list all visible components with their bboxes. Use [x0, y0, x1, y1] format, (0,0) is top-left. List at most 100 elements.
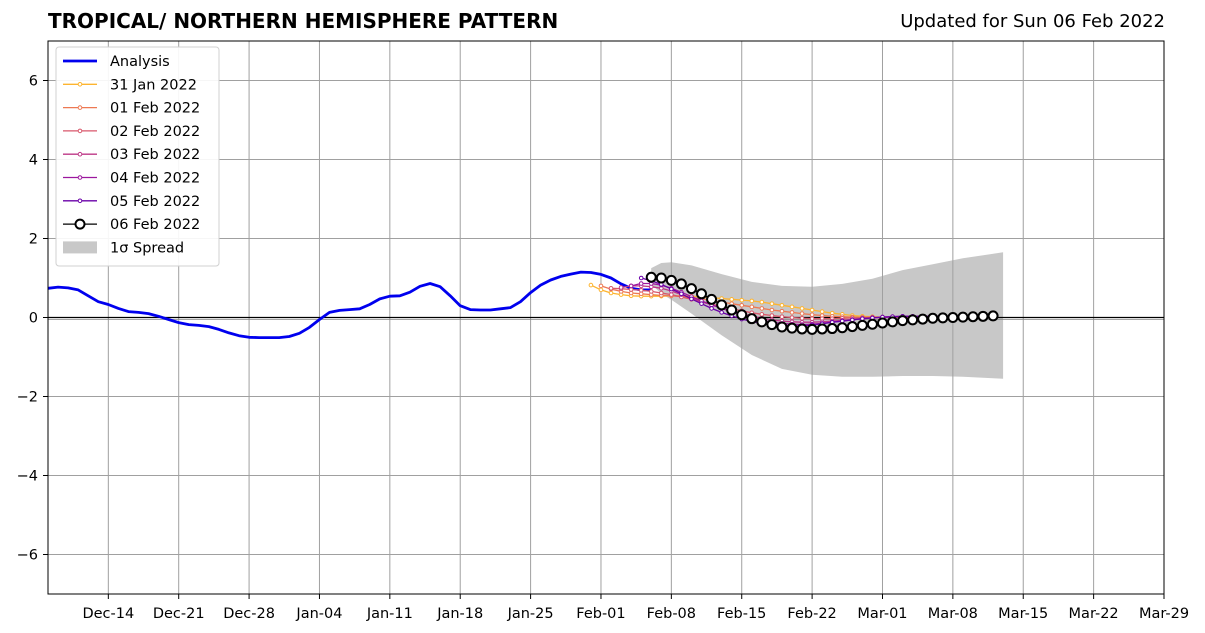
legend-swatch-marker: [77, 128, 83, 134]
forecast-point: [789, 304, 795, 310]
forecast-point: [977, 310, 989, 322]
forecast-point: [675, 278, 687, 290]
y-tick-label: 6: [29, 74, 38, 90]
legend-swatch-marker: [74, 218, 86, 230]
forecast-point: [866, 318, 878, 330]
forecast-point: [819, 309, 825, 314]
forecast-point: [809, 312, 815, 318]
legend-swatch-marker: [77, 175, 83, 180]
forecast-point: [876, 317, 888, 329]
forecast-point: [749, 304, 755, 310]
x-tick-label: Dec-28: [223, 606, 275, 622]
forecast-point: [638, 275, 644, 281]
series-layer: [47, 270, 999, 340]
forecast-point: [796, 323, 808, 335]
legend-label: 05 Feb 2022: [110, 194, 200, 210]
y-tick-label: −6: [17, 548, 38, 564]
forecast-point: [716, 299, 728, 311]
forecast-point: [638, 281, 644, 286]
legend-label: 04 Feb 2022: [110, 171, 200, 187]
legend-box: [55, 46, 220, 267]
x-tick-label: Jan-11: [366, 606, 413, 622]
forecast-point: [638, 287, 644, 293]
forecast-point: [836, 322, 848, 334]
forecast-point: [739, 297, 745, 303]
x-tick-label: Dec-14: [82, 606, 134, 622]
x-tick-label: Dec-21: [153, 606, 205, 622]
forecast-point: [789, 310, 795, 315]
x-tick-label: Jan-18: [436, 606, 483, 622]
legend-swatch-marker: [77, 151, 83, 157]
forecast-point: [786, 322, 798, 334]
forecast-point: [756, 316, 768, 328]
forecast-point: [685, 283, 697, 295]
forecast-point: [766, 319, 778, 331]
forecast-point: [689, 296, 694, 302]
x-tick-label: Mar-15: [998, 606, 1048, 622]
forecast-point: [588, 282, 594, 288]
forecast-point: [799, 315, 805, 321]
legend-label: 06 Feb 2022: [110, 217, 200, 233]
forecast-point: [769, 301, 775, 306]
legend-label: Analysis: [110, 54, 170, 70]
forecast-point: [759, 312, 765, 317]
forecast-point: [658, 290, 664, 296]
legend-label: 01 Feb 2022: [110, 101, 200, 117]
forecast-point: [608, 290, 614, 296]
forecast-point: [759, 306, 765, 311]
x-tick-label: Jan-25: [507, 606, 554, 622]
forecast-point: [709, 306, 714, 311]
forecast-point: [699, 301, 704, 306]
forecast-point: [655, 272, 667, 284]
forecast-point: [648, 289, 654, 294]
forecast-point: [769, 307, 775, 313]
legend-label: 1σ Spread: [110, 240, 184, 256]
forecast-point: [809, 307, 815, 313]
forecast-point: [779, 314, 785, 320]
forecast-point: [679, 291, 684, 297]
forecast-point: [769, 313, 775, 318]
forecast-point: [907, 314, 919, 326]
forecast-point: [897, 315, 909, 327]
y-tick-label: 4: [29, 153, 38, 169]
forecast-point: [746, 313, 758, 325]
forecast-point: [947, 312, 959, 323]
forecast-point: [598, 283, 604, 289]
forecast-point: [846, 321, 858, 333]
forecast-point: [759, 299, 765, 305]
forecast-point: [608, 285, 614, 291]
legend-swatch-marker: [77, 198, 83, 204]
forecast-point: [729, 297, 734, 302]
legend-label: 31 Jan 2022: [110, 77, 197, 93]
x-tick-label: Feb-08: [647, 606, 696, 622]
x-tick-label: Mar-01: [857, 606, 907, 622]
forecast-point: [598, 287, 604, 293]
forecast-point: [696, 288, 708, 300]
forecast-point: [806, 323, 818, 335]
forecast-point: [645, 271, 657, 283]
forecast-point: [856, 319, 868, 331]
forecast-point: [789, 315, 795, 320]
forecast-point: [816, 323, 828, 335]
forecast-point: [669, 286, 674, 292]
x-tick-label: Feb-15: [717, 606, 766, 622]
forecast-point: [739, 302, 745, 308]
forecast-point: [887, 316, 899, 328]
legend-label: 02 Feb 2022: [110, 124, 200, 140]
y-tick-label: −4: [17, 469, 38, 485]
x-tick-label: Mar-29: [1139, 606, 1189, 622]
y-tick-label: 2: [29, 232, 38, 248]
x-tick-label: Feb-22: [787, 606, 836, 622]
x-tick-label: Mar-22: [1069, 606, 1119, 622]
x-tick-label: Mar-08: [928, 606, 978, 622]
forecast-point: [967, 311, 979, 323]
y-tick-label: −2: [17, 390, 38, 406]
legend-swatch-spread: [63, 241, 97, 254]
axes-layer: Dec-14 Dec-21 Dec-28 Jan-04 Jan-11 Jan-18 Jan-…: [17, 40, 1189, 622]
forecast-point: [826, 323, 838, 335]
forecast-point: [706, 293, 718, 305]
forecast-point: [917, 313, 929, 325]
chart-title: TROPICAL/ NORTHERN HEMISPHERE PATTERN: [48, 9, 559, 33]
legend-swatch-marker: [77, 82, 83, 87]
